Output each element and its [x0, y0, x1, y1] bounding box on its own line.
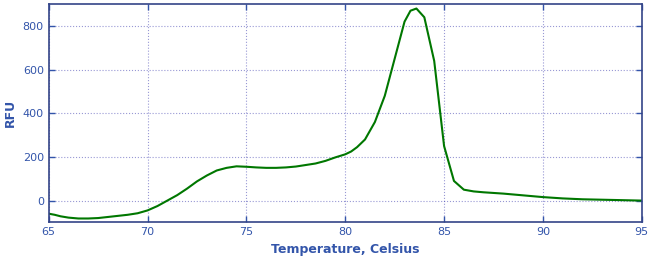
X-axis label: Temperature, Celsius: Temperature, Celsius	[271, 243, 419, 256]
Y-axis label: RFU: RFU	[4, 99, 17, 127]
